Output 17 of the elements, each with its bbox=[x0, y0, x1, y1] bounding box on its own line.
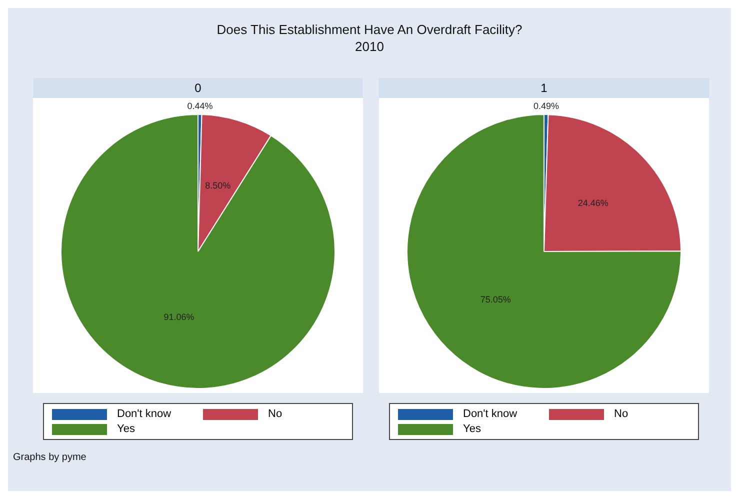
chart-title: 1 bbox=[379, 78, 709, 98]
legend-label: Don't know bbox=[463, 408, 518, 420]
legend-label: No bbox=[268, 408, 282, 420]
legend-label: No bbox=[614, 408, 628, 420]
data-label: 0.49% bbox=[533, 101, 559, 111]
chart-title: 0 bbox=[33, 78, 363, 98]
legend-label: Yes bbox=[117, 423, 135, 435]
text: 2010 bbox=[354, 39, 385, 54]
legend-label: Yes bbox=[463, 423, 481, 435]
data-label: 8.50% bbox=[205, 180, 231, 190]
legend-label: Don't know bbox=[117, 408, 172, 420]
text: Does This Establishment Have An Overdraft Facility? bbox=[216, 22, 524, 37]
data-label: 91.06% bbox=[164, 312, 194, 322]
data-label: 24.46% bbox=[578, 198, 608, 208]
data-label: 0.44% bbox=[187, 101, 213, 111]
text: Graphs by pyme bbox=[13, 452, 88, 463]
data-label: 75.05% bbox=[480, 294, 511, 304]
